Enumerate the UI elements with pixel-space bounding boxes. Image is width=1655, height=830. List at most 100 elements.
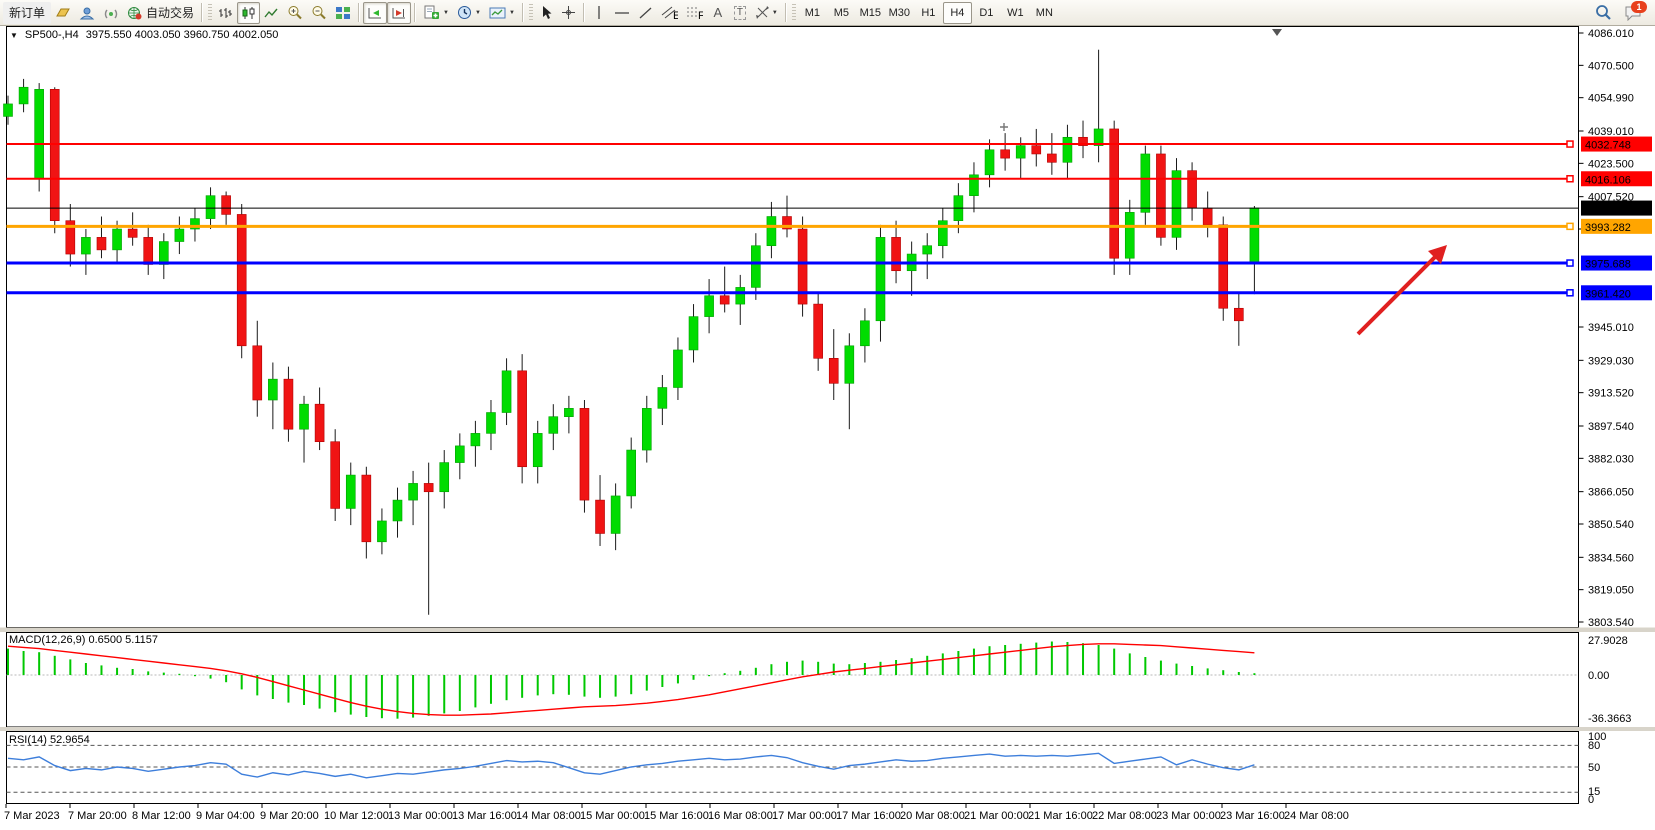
timeframe-m5[interactable]: M5 (833, 6, 849, 19)
price-tick-label: 3819.050 (1588, 585, 1634, 597)
chat-icon[interactable]: 1 (1622, 0, 1647, 24)
toolbar-separator (784, 3, 787, 22)
horizontal-line-icon[interactable] (610, 2, 634, 24)
candle (860, 320, 870, 347)
fibonacci-icon[interactable]: F (682, 2, 707, 24)
time-axis-label: 9 Mar 20:00 (260, 810, 319, 822)
candle (96, 237, 107, 251)
price-tick-label: 3945.010 (1588, 322, 1634, 334)
new-template-icon[interactable]: ▼ (419, 2, 453, 24)
plus-marker (1000, 123, 1008, 131)
text-icon[interactable]: A (713, 5, 723, 20)
crosshair-icon[interactable] (557, 2, 580, 24)
candle (1156, 153, 1166, 238)
signals-icon[interactable] (99, 2, 123, 24)
candle (1078, 136, 1088, 146)
arrow-annotation-head[interactable] (1428, 245, 1447, 264)
price-chart[interactable]: 4086.010 4070.500 4054.990 4039.010 4023.500… (0, 26, 1655, 830)
timeframe-h4[interactable]: H4 (942, 1, 972, 24)
price-level-anchor[interactable] (1566, 289, 1574, 297)
timeframe-w1[interactable]: W1 (1007, 6, 1024, 19)
periods-icon[interactable]: ▼ (453, 2, 485, 24)
time-axis-label: 24 Mar 08:00 (1284, 810, 1349, 822)
toolbar-separator (358, 3, 361, 22)
candle (205, 195, 216, 219)
autoscroll-icon[interactable] (363, 1, 388, 24)
arrows-icon[interactable]: ▼ (751, 2, 782, 24)
timeframe-m1[interactable]: M1 (804, 6, 820, 19)
price-level-badge[interactable] (1581, 285, 1652, 301)
price-level-badge[interactable] (1581, 255, 1652, 271)
candle (1218, 224, 1229, 309)
price-level-badge[interactable] (1581, 200, 1652, 216)
candle (719, 295, 730, 305)
tile-windows-icon[interactable] (331, 2, 355, 24)
new-order-button[interactable]: 新订单 (3, 1, 52, 24)
cursor-icon[interactable] (535, 2, 557, 24)
price-level-badge[interactable] (1581, 218, 1652, 234)
candle (1047, 153, 1057, 163)
candle (408, 483, 418, 501)
autotrading-button[interactable]: 自动交易 (123, 2, 198, 24)
zoom-in-icon[interactable] (283, 2, 307, 24)
profiles-icon[interactable] (75, 2, 99, 24)
candle (891, 237, 901, 272)
time-axis-label: 8 Mar 12:00 (132, 810, 191, 822)
candle (1109, 128, 1119, 259)
price-level-anchor[interactable] (1566, 175, 1574, 183)
timeframe-h1[interactable]: H1 (921, 6, 936, 19)
templates-icon[interactable]: ▼ (485, 2, 519, 24)
timeframe-mn[interactable]: MN (1035, 6, 1053, 19)
timeframe-d1[interactable]: D1 (979, 6, 994, 19)
panel-separator[interactable] (0, 627, 1655, 633)
candle (361, 474, 372, 543)
candle (3, 103, 13, 117)
candle (470, 433, 481, 447)
rsi-axis-label: 15 (1588, 786, 1600, 798)
price-level-anchor[interactable] (1566, 222, 1574, 231)
chart-shift-icon[interactable] (387, 1, 412, 24)
vertical-line-icon[interactable] (588, 2, 610, 24)
chevron-down-icon: ▼ (508, 9, 515, 16)
price-tick-label: 3897.540 (1588, 421, 1634, 433)
main-panel-frame (6, 26, 1579, 628)
candle (455, 445, 465, 463)
price-level-badge[interactable] (1581, 171, 1652, 187)
candle (65, 220, 76, 255)
chart-shift-marker[interactable] (1272, 29, 1282, 36)
search-icon[interactable] (1591, 2, 1616, 24)
timeframe-m15[interactable]: M15 (859, 6, 882, 19)
candle (330, 441, 340, 509)
timeframe-m30[interactable]: M30 (888, 6, 911, 19)
toolbar-separator (582, 3, 585, 22)
candle (657, 387, 668, 409)
macd-axis-min: -36.3663 (1588, 713, 1631, 725)
trendline-icon[interactable] (634, 2, 657, 24)
arrow-annotation[interactable] (1356, 250, 1442, 336)
line-chart-icon[interactable] (260, 2, 283, 24)
price-level-badge-value: 3975.688 (1585, 259, 1631, 271)
equidistant-channel-icon[interactable]: E (657, 2, 682, 24)
price-tick-label: 4086.010 (1588, 28, 1634, 40)
candle (1062, 136, 1073, 163)
bar-chart-icon[interactable] (214, 2, 237, 24)
panel-separator[interactable] (0, 727, 1655, 731)
candle (1187, 170, 1197, 209)
candlestick-chart-icon[interactable] (237, 1, 261, 24)
zoom-out-icon[interactable] (307, 2, 331, 24)
price-level-anchor[interactable] (1566, 259, 1574, 267)
new-chart-icon[interactable] (51, 2, 75, 24)
candle (828, 358, 839, 384)
candle (626, 449, 637, 497)
time-axis-label: 15 Mar 16:00 (644, 810, 709, 822)
price-tick-label: 3882.030 (1588, 453, 1634, 465)
time-axis-label: 22 Mar 08:00 (1092, 810, 1157, 822)
time-axis-label: 23 Mar 00:00 (1156, 810, 1221, 822)
candle (377, 520, 387, 543)
price-level-badge[interactable] (1581, 136, 1652, 152)
time-axis-label: 21 Mar 16:00 (1028, 810, 1093, 822)
chart-collapse-icon[interactable]: ▼ (10, 30, 18, 40)
price-level-anchor[interactable] (1566, 140, 1574, 148)
text-label-icon[interactable]: T (729, 2, 751, 24)
macd-axis-zero: 0.00 (1588, 670, 1609, 682)
